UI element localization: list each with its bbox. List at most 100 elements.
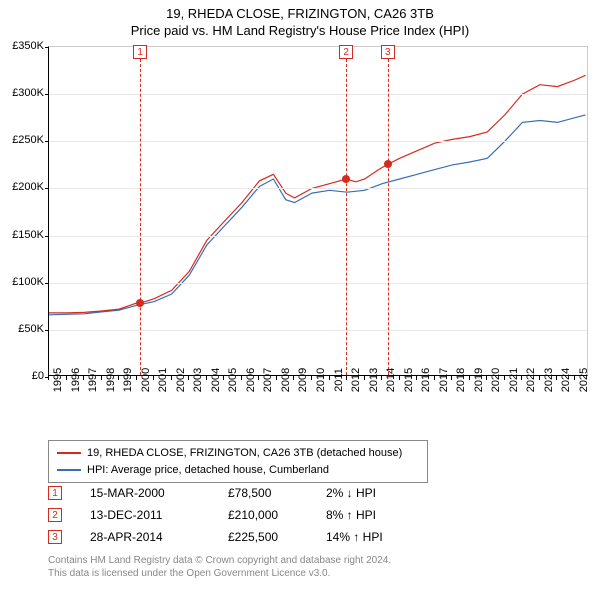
event-price: £210,000 xyxy=(228,508,298,522)
series-line xyxy=(49,115,586,315)
event-number-box: 3 xyxy=(381,45,395,59)
line-series-svg xyxy=(49,47,589,377)
xtick-label: 2010 xyxy=(315,368,327,392)
xtick-label: 2018 xyxy=(455,368,467,392)
xtick-label: 2023 xyxy=(543,368,555,392)
xtick-mark xyxy=(188,376,189,380)
grid-line xyxy=(49,330,587,331)
xtick-label: 2014 xyxy=(385,368,397,392)
xtick-label: 2016 xyxy=(420,368,432,392)
xtick-label: 1996 xyxy=(70,368,82,392)
ytick-label: £300K xyxy=(12,87,44,99)
event-number: 3 xyxy=(48,530,62,544)
xtick-mark xyxy=(153,376,154,380)
xtick-label: 1995 xyxy=(52,368,64,392)
event-number-box: 1 xyxy=(133,45,147,59)
xtick-label: 2007 xyxy=(262,368,274,392)
xtick-mark xyxy=(346,376,347,380)
xtick-mark xyxy=(83,376,84,380)
event-date: 15-MAR-2000 xyxy=(90,486,200,500)
events-table-row: 328-APR-2014£225,50014% ↑ HPI xyxy=(48,526,416,548)
ytick-label: £150K xyxy=(12,229,44,241)
event-price: £78,500 xyxy=(228,486,298,500)
xtick-mark xyxy=(241,376,242,380)
xtick-label: 2008 xyxy=(280,368,292,392)
event-line xyxy=(388,59,389,375)
grid-line xyxy=(49,236,587,237)
event-line xyxy=(346,59,347,375)
xtick-mark xyxy=(101,376,102,380)
event-price: £225,500 xyxy=(228,530,298,544)
xtick-label: 2001 xyxy=(157,368,169,392)
event-marker xyxy=(136,299,144,307)
xtick-label: 2012 xyxy=(350,368,362,392)
legend-row: HPI: Average price, detached house, Cumb… xyxy=(57,462,419,479)
footer-line2: This data is licensed under the Open Gov… xyxy=(48,567,391,580)
xtick-mark xyxy=(521,376,522,380)
grid-line xyxy=(49,94,587,95)
xtick-mark xyxy=(223,376,224,380)
xtick-mark xyxy=(258,376,259,380)
xtick-mark xyxy=(118,376,119,380)
chart-subtitle: Price paid vs. HM Land Registry's House … xyxy=(0,23,600,40)
grid-line xyxy=(49,188,587,189)
legend-swatch xyxy=(57,452,81,454)
xtick-mark xyxy=(399,376,400,380)
ytick-mark xyxy=(45,236,49,237)
ytick-mark xyxy=(45,283,49,284)
chart-area: 123 £0£50K£100K£150K£200K£250K£300K£350K… xyxy=(48,46,588,406)
event-date: 13-DEC-2011 xyxy=(90,508,200,522)
event-pct: 8% ↑ HPI xyxy=(326,508,416,522)
footer-line1: Contains HM Land Registry data © Crown c… xyxy=(48,554,391,567)
xtick-mark xyxy=(556,376,557,380)
xtick-label: 2017 xyxy=(438,368,450,392)
xtick-mark xyxy=(329,376,330,380)
ytick-mark xyxy=(45,188,49,189)
event-pct: 2% ↓ HPI xyxy=(326,486,416,500)
series-line xyxy=(49,75,586,313)
xtick-mark xyxy=(416,376,417,380)
xtick-mark xyxy=(311,376,312,380)
xtick-mark xyxy=(66,376,67,380)
xtick-label: 2013 xyxy=(368,368,380,392)
grid-line xyxy=(49,141,587,142)
xtick-mark xyxy=(434,376,435,380)
ytick-label: £100K xyxy=(12,276,44,288)
event-marker xyxy=(342,175,350,183)
xtick-label: 1999 xyxy=(122,368,134,392)
event-marker xyxy=(384,160,392,168)
xtick-label: 2020 xyxy=(490,368,502,392)
xtick-label: 2011 xyxy=(333,368,345,392)
ytick-mark xyxy=(45,330,49,331)
ytick-label: £0 xyxy=(32,370,44,382)
ytick-mark xyxy=(45,47,49,48)
event-number: 2 xyxy=(48,508,62,522)
xtick-label: 2025 xyxy=(578,368,590,392)
legend-label: HPI: Average price, detached house, Cumb… xyxy=(87,462,329,479)
ytick-label: £50K xyxy=(18,323,44,335)
event-date: 28-APR-2014 xyxy=(90,530,200,544)
xtick-label: 2003 xyxy=(192,368,204,392)
xtick-mark xyxy=(451,376,452,380)
xtick-mark xyxy=(486,376,487,380)
events-table-row: 2 13-DEC-2011 £210,000 8% ↑ HPI xyxy=(48,504,416,526)
events-table: 1 15-MAR-2000 £78,500 2% ↓ HPI 2 13-DEC-2011 £… xyxy=(48,482,416,548)
xtick-mark xyxy=(171,376,172,380)
xtick-label: 2004 xyxy=(210,368,222,392)
chart-title: 19, RHEDA CLOSE, FRIZINGTON, CA26 3TB xyxy=(0,0,600,23)
xtick-label: 2021 xyxy=(508,368,520,392)
xtick-mark xyxy=(276,376,277,380)
xtick-mark xyxy=(574,376,575,380)
event-number: 1 xyxy=(48,486,62,500)
xtick-mark xyxy=(469,376,470,380)
grid-line xyxy=(49,283,587,284)
legend-label: 19, RHEDA CLOSE, FRIZINGTON, CA26 3TB (d… xyxy=(87,445,402,462)
event-number-box: 2 xyxy=(339,45,353,59)
xtick-mark xyxy=(136,376,137,380)
footer: Contains HM Land Registry data © Crown c… xyxy=(48,554,391,580)
xtick-label: 2000 xyxy=(140,368,152,392)
xtick-mark xyxy=(48,376,49,380)
xtick-label: 2002 xyxy=(175,368,187,392)
xtick-label: 2015 xyxy=(403,368,415,392)
xtick-label: 2006 xyxy=(245,368,257,392)
